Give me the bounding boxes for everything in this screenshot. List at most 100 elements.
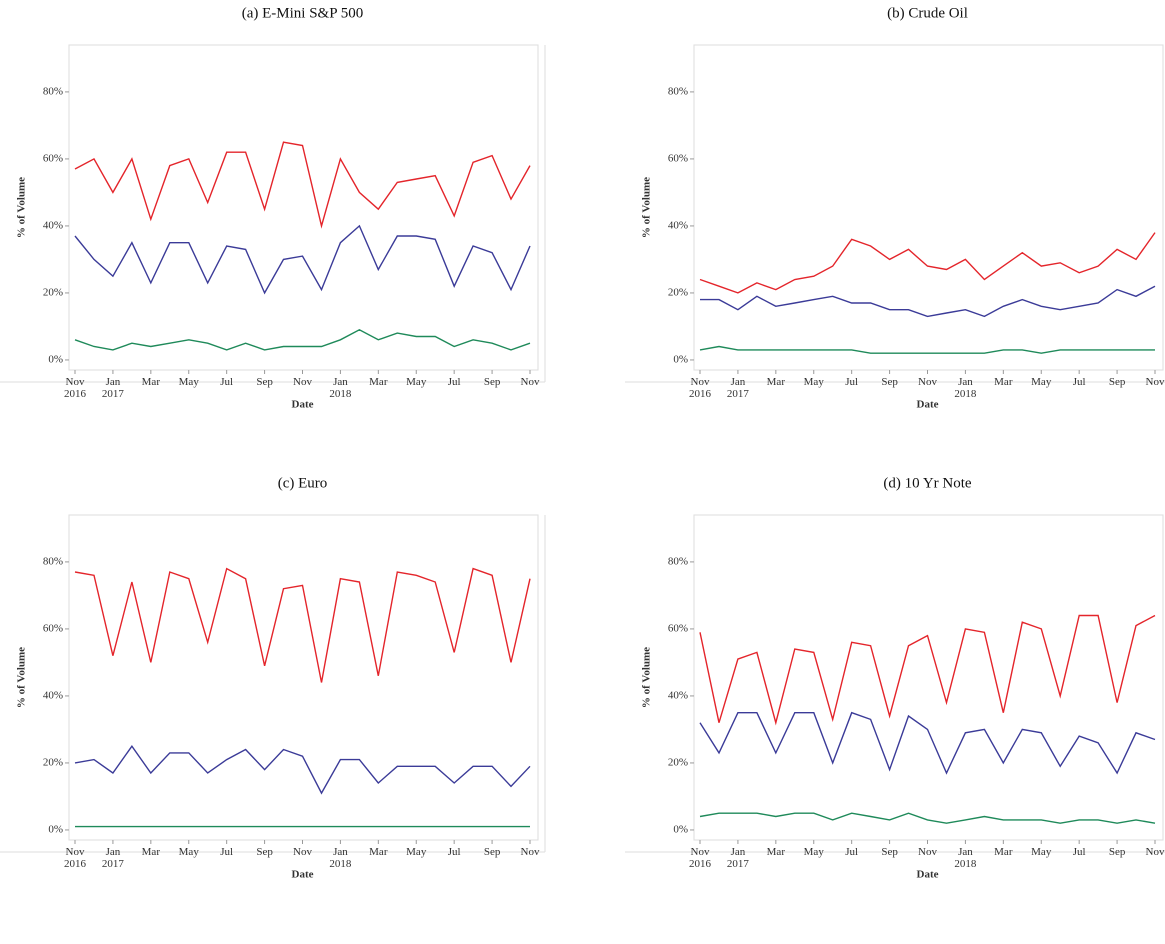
x-tick-label: Sep xyxy=(484,846,501,858)
x-tick-label: Mar xyxy=(994,376,1013,388)
y-tick-label: 0% xyxy=(48,823,63,835)
y-tick-label: 40% xyxy=(43,689,63,701)
x-tick-label-line: Jul xyxy=(220,846,233,858)
plot-frame xyxy=(68,44,539,371)
x-tick-label: Sep xyxy=(256,376,273,388)
x-tick-label: Sep xyxy=(1109,846,1126,858)
series-line xyxy=(699,614,1156,726)
x-axis-label: Date xyxy=(292,399,314,411)
x-tick-label-line: Mar xyxy=(369,846,388,858)
x-tick-label: Mar xyxy=(767,376,786,388)
x-tick-label-line: Jan xyxy=(333,376,348,388)
x-tick-label-line: Jan xyxy=(731,846,746,858)
chart-title: (a) E-Mini S&P 500 xyxy=(242,5,364,21)
x-tick-label-line: Jul xyxy=(448,846,461,858)
x-tick-label: Jan 2018 xyxy=(954,846,977,870)
x-tick-label-line: Nov xyxy=(691,846,710,858)
x-tick-label: Mar xyxy=(767,846,786,858)
y-axis-label: % of Volume xyxy=(641,177,653,238)
y-tick-label: 60% xyxy=(43,622,63,634)
y-axis-label: % of Volume xyxy=(641,647,653,708)
x-tick-label-line: Nov xyxy=(1146,846,1165,858)
x-tick-label-line: 2017 xyxy=(102,388,125,400)
x-tick-label-line: Nov xyxy=(293,846,312,858)
x-tick-label: Sep xyxy=(484,376,501,388)
series-line xyxy=(74,141,531,229)
series-line xyxy=(699,711,1156,775)
series-line xyxy=(700,285,1156,318)
x-tick-label-line: Sep xyxy=(484,846,501,858)
x-tick-label: Jul xyxy=(448,846,461,858)
x-tick-label: Mar xyxy=(369,846,388,858)
x-tick-label: May xyxy=(179,376,200,388)
y-tick-label: 80% xyxy=(668,555,688,567)
x-tick-label: Nov 2016 xyxy=(64,846,87,870)
x-tick-label: Jan 2018 xyxy=(329,846,352,870)
x-tick-label-line: Nov xyxy=(293,376,312,388)
x-tick-label-line: 2017 xyxy=(727,388,750,400)
x-tick-label: Mar xyxy=(994,846,1013,858)
x-tick-label-line: Nov xyxy=(691,376,710,388)
y-tick-label: 80% xyxy=(43,555,63,567)
x-tick-label-line: Jul xyxy=(448,376,461,388)
x-tick-label-line: Mar xyxy=(142,846,161,858)
x-tick-label-line: 2017 xyxy=(102,858,125,870)
y-tick-label: 60% xyxy=(668,152,688,164)
y-tick-label: 40% xyxy=(43,219,63,231)
x-tick-label-line: Nov xyxy=(1146,376,1165,388)
x-tick-label: Jan 2018 xyxy=(954,376,977,400)
x-tick-label-line: Sep xyxy=(881,846,898,858)
x-tick-label-line: May xyxy=(804,846,825,858)
x-tick-label-line: Nov xyxy=(521,376,540,388)
x-tick-label-line: 2018 xyxy=(329,858,352,870)
x-tick-label: May xyxy=(804,376,825,388)
x-tick-label: Jul xyxy=(845,376,858,388)
x-tick-label-line: May xyxy=(1031,376,1052,388)
x-tick-label-line: May xyxy=(804,376,825,388)
x-tick-label-line: Jan xyxy=(106,846,121,858)
x-tick-label: Jan 2017 xyxy=(727,376,750,400)
x-tick-label: Sep xyxy=(1109,376,1126,388)
x-tick-label-line: Mar xyxy=(369,376,388,388)
x-tick-label: Nov xyxy=(918,376,937,388)
x-tick-label-line: Nov xyxy=(918,846,937,858)
x-tick-label-line: Jul xyxy=(220,376,233,388)
x-tick-label-line: May xyxy=(1031,846,1052,858)
x-tick-label: Nov xyxy=(1146,846,1165,858)
x-tick-label-line: Jul xyxy=(1073,846,1086,858)
x-tick-label: Mar xyxy=(142,846,161,858)
y-tick-label: 60% xyxy=(43,152,63,164)
x-tick-label-line: Mar xyxy=(994,846,1013,858)
y-tick-label: 0% xyxy=(673,823,688,835)
x-tick-label-line: Mar xyxy=(142,376,161,388)
x-axis-label: Date xyxy=(292,869,314,881)
x-tick-label-line: Mar xyxy=(994,376,1013,388)
x-tick-label: May xyxy=(179,846,200,858)
x-tick-label-line: 2017 xyxy=(727,858,750,870)
x-tick-label: Jan 2017 xyxy=(102,376,125,400)
x-tick-label-line: 2018 xyxy=(954,858,977,870)
x-tick-label-line: Mar xyxy=(767,846,786,858)
y-tick-label: 0% xyxy=(48,353,63,365)
x-tick-label: Nov xyxy=(1146,376,1165,388)
x-tick-label-line: Jan xyxy=(106,376,121,388)
plot-frame xyxy=(68,514,539,841)
x-tick-label: May xyxy=(1031,376,1052,388)
series-line xyxy=(74,567,531,683)
y-tick-label: 80% xyxy=(43,85,63,97)
y-tick-label: 80% xyxy=(668,85,688,97)
x-tick-label-line: Jul xyxy=(845,846,858,858)
x-tick-label: Jan 2017 xyxy=(102,846,125,870)
x-tick-label: Sep xyxy=(256,846,273,858)
series-line xyxy=(74,744,531,795)
series-line xyxy=(74,329,531,351)
y-axis-label: % of Volume xyxy=(16,647,28,708)
series-line xyxy=(699,232,1156,294)
x-tick-label: Nov 2016 xyxy=(689,846,712,870)
x-tick-label-line: 2016 xyxy=(689,388,712,400)
